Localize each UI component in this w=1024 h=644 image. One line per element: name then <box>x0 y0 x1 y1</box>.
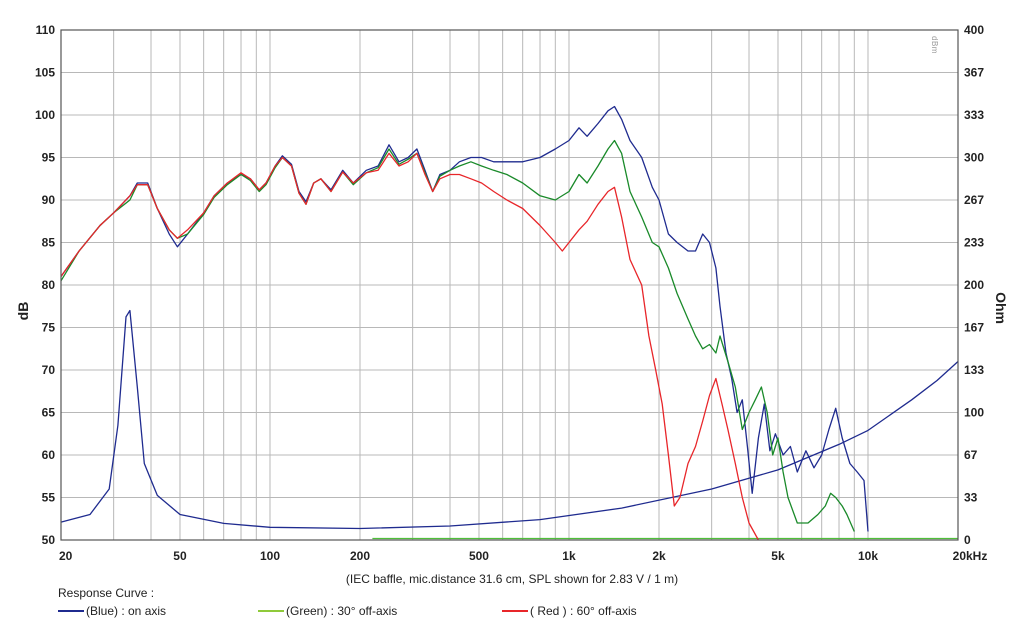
legend-label-on-axis: (Blue) : on axis <box>86 604 167 618</box>
x-tick-label: 50 <box>173 549 187 563</box>
legend-item-60-off-axis: ( Red ) : 60° off-axis <box>502 604 637 618</box>
y2-tick-label: 300 <box>964 151 984 165</box>
x-tick-label: 200 <box>350 549 370 563</box>
y-tick-label: 60 <box>42 448 56 462</box>
x-tick-label: 2k <box>652 549 666 563</box>
legend-swatch-green <box>258 610 284 612</box>
y-tick-label: 110 <box>36 23 56 37</box>
y2-tick-label: 333 <box>964 108 984 122</box>
legend-label-30-off-axis: (Green) : 30° off-axis <box>286 604 398 618</box>
legend-label-60-off-axis: ( Red ) : 60° off-axis <box>530 604 637 618</box>
y-tick-label: 105 <box>35 66 55 80</box>
y2-tick-label: 67 <box>964 448 978 462</box>
y2-tick-label: 133 <box>964 363 984 377</box>
x-axis-ticks: 20 50 100 200 500 1k 2k 5k 10k 20kHz <box>59 549 987 563</box>
y2-tick-label: 267 <box>964 193 984 207</box>
frequency-response-chart: 50 55 60 65 70 75 80 85 90 95 100 105 110 0 33 67 100 13… <box>15 23 1009 563</box>
y-tick-label: 80 <box>42 278 56 292</box>
y-tick-label: 55 <box>42 491 56 505</box>
y-axis-ticks: 50 55 60 65 70 75 80 85 90 95 100 105 110 <box>35 23 55 547</box>
y-tick-label: 70 <box>42 363 56 377</box>
y-tick-label: 95 <box>42 151 56 165</box>
legend-item-30-off-axis: (Green) : 30° off-axis <box>258 604 397 618</box>
x-tick-label: 100 <box>260 549 280 563</box>
y-tick-label: 100 <box>35 108 55 122</box>
legend-swatch-red <box>502 610 528 612</box>
y2-axis-title: Ohm <box>993 292 1009 324</box>
stamp-watermark: dBm <box>930 36 939 54</box>
legend-item-on-axis: (Blue) : on axis <box>58 604 166 618</box>
series-line <box>60 105 869 532</box>
chart-caption: (IEC baffle, mic.distance 31.6 cm, SPL s… <box>345 572 679 586</box>
series-line <box>60 152 759 541</box>
x-tick-label: 20kHz <box>953 549 988 563</box>
x-tick-label: 20 <box>59 549 73 563</box>
y2-tick-label: 367 <box>964 66 984 80</box>
y-axis-title: dB <box>15 302 31 321</box>
legend-swatch-blue <box>58 610 84 612</box>
plot-frame <box>60 29 959 541</box>
series-group <box>60 105 959 541</box>
legend-title: Response Curve : <box>58 586 155 600</box>
y2-tick-label: 100 <box>964 406 984 420</box>
series-line <box>60 309 959 530</box>
y2-tick-label: 0 <box>964 533 971 547</box>
y2-tick-label: 200 <box>964 278 984 292</box>
y2-tick-label: 167 <box>964 321 984 335</box>
x-tick-label: 500 <box>469 549 489 563</box>
y-tick-label: 90 <box>42 193 56 207</box>
y2-axis-ticks: 0 33 67 100 133 167 200 233 267 300 333 367 400 <box>964 23 984 547</box>
y-tick-label: 85 <box>42 236 56 250</box>
y-tick-label: 65 <box>42 406 56 420</box>
y-tick-label: 50 <box>42 533 56 547</box>
x-tick-label: 5k <box>771 549 785 563</box>
y-tick-label: 75 <box>42 321 56 335</box>
y2-tick-label: 400 <box>964 23 984 37</box>
y2-tick-label: 33 <box>964 491 978 505</box>
series-line <box>60 139 855 532</box>
y2-tick-label: 233 <box>964 236 984 250</box>
x-tick-label: 1k <box>562 549 576 563</box>
x-tick-label: 10k <box>858 549 878 563</box>
